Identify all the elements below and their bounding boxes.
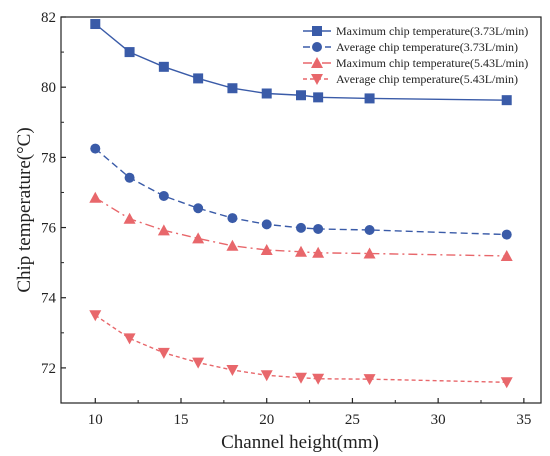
- y-tick-label: 72: [41, 361, 56, 377]
- series-2-point: [158, 190, 169, 201]
- series-1-point: [261, 88, 272, 99]
- series-4-point: [123, 333, 136, 345]
- series-3-point: [260, 244, 273, 256]
- legend-label-2: Average chip temperature(3.73L/min): [336, 40, 518, 54]
- series-2-point: [501, 229, 512, 240]
- y-tick-label: 76: [41, 221, 57, 237]
- legend-marker-1: [312, 26, 322, 36]
- series-line-1: [94, 23, 507, 101]
- legend-marker-2: [312, 42, 322, 52]
- series-4-point: [226, 365, 239, 377]
- x-tick-label: 30: [431, 412, 446, 428]
- series-3-point: [123, 212, 136, 224]
- series-4-point: [363, 374, 376, 386]
- series-3-point: [226, 239, 239, 251]
- series-3-point: [89, 191, 102, 203]
- series-1-point: [501, 95, 512, 106]
- series-2-point: [296, 222, 306, 233]
- legend-label-4: Average chip temperature(5.43L/min): [336, 72, 518, 86]
- series-3-point: [295, 245, 307, 257]
- legend-marker-3: [311, 57, 323, 68]
- series-2-point: [313, 223, 324, 234]
- legend-label-1: Maximum chip temperature(3.73L/min): [336, 24, 528, 38]
- series-1-point: [124, 47, 135, 58]
- series-4-point: [192, 357, 205, 369]
- series-1-point: [296, 90, 306, 101]
- x-tick-label: 10: [88, 412, 103, 428]
- series-2-point: [90, 143, 101, 154]
- series-4-point: [500, 377, 513, 389]
- series-4-point: [312, 373, 325, 385]
- series-1-point: [90, 19, 101, 30]
- x-tick-label: 20: [259, 412, 274, 428]
- x-axis-title: Channel height(mm): [221, 432, 379, 453]
- series-3-point: [363, 247, 376, 259]
- series-1-point: [313, 92, 324, 103]
- series-3-point: [500, 249, 513, 261]
- series-4-point: [260, 370, 273, 382]
- series-1-point: [193, 73, 204, 84]
- legend-marker-4: [311, 74, 323, 85]
- series-4-point: [89, 310, 102, 322]
- y-axis-title: Chip temperature(°C): [14, 127, 35, 292]
- y-tick-label: 82: [41, 10, 56, 26]
- series-2-point: [364, 225, 375, 236]
- series-line-3: [94, 197, 507, 257]
- series-2-point: [193, 203, 204, 214]
- series-3-point: [192, 232, 205, 244]
- x-tick-label: 15: [174, 412, 189, 428]
- series-line-4: [94, 314, 507, 383]
- series-3-point: [157, 224, 170, 236]
- series-1-point: [227, 83, 238, 94]
- plot-frame: [60, 16, 542, 404]
- series-3-point: [312, 246, 325, 258]
- series-2-point: [227, 213, 238, 224]
- series-line-2: [94, 148, 507, 236]
- series-1-point: [158, 61, 169, 72]
- y-tick-label: 78: [41, 150, 56, 166]
- series-2-point: [124, 172, 135, 183]
- series-1-point: [364, 93, 375, 104]
- y-tick-label: 80: [41, 80, 56, 96]
- legend-label-3: Maximum chip temperature(5.43L/min): [336, 56, 528, 70]
- series-2-point: [261, 219, 272, 230]
- series-4-point: [157, 347, 170, 359]
- x-tick-label: 35: [516, 412, 531, 428]
- y-tick-label: 74: [41, 291, 57, 307]
- x-tick-label: 25: [345, 412, 360, 428]
- series-4-point: [295, 372, 307, 384]
